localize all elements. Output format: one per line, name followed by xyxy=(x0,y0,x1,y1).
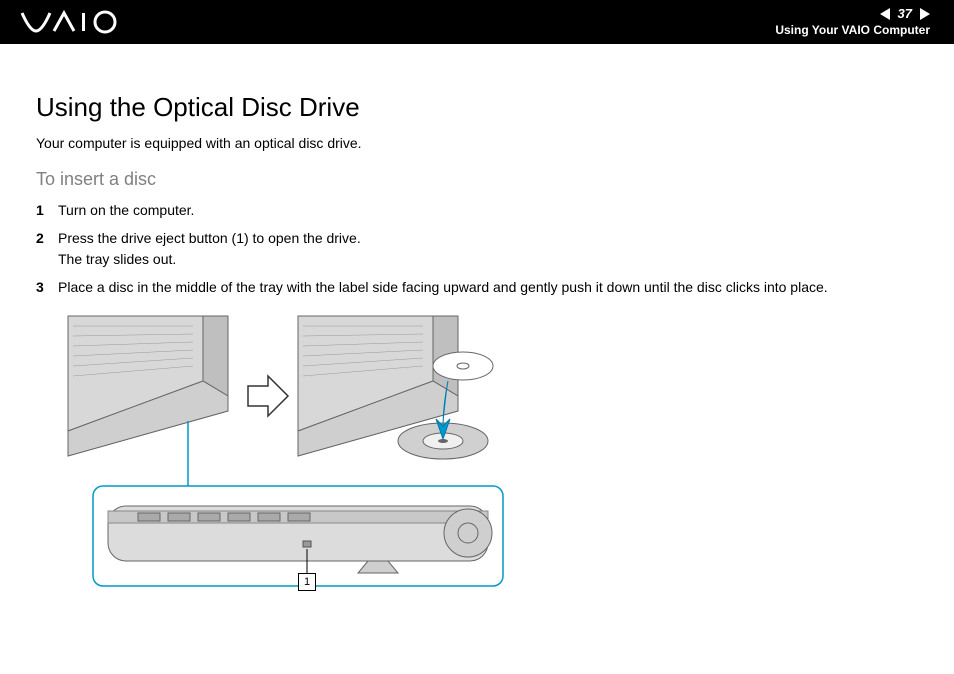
header-right: 37 Using Your VAIO Computer xyxy=(775,6,930,38)
prev-page-icon[interactable] xyxy=(880,8,890,20)
callout-label: 1 xyxy=(298,573,316,591)
step-text: Turn on the computer. xyxy=(58,200,918,220)
laptop-tray-open-illustration xyxy=(298,316,493,459)
page-number: 37 xyxy=(894,6,916,23)
laptop-closed-illustration xyxy=(68,316,228,511)
page-nav: 37 xyxy=(775,6,930,23)
instruction-figure: 1 xyxy=(58,311,518,601)
step-item: 2 Press the drive eject button (1) to op… xyxy=(36,228,918,269)
next-page-icon[interactable] xyxy=(920,8,930,20)
arrow-icon xyxy=(248,376,288,416)
step-text: Place a disc in the middle of the tray w… xyxy=(58,277,918,297)
step-number: 2 xyxy=(36,228,58,269)
step-item: 3 Place a disc in the middle of the tray… xyxy=(36,277,918,297)
step-number: 1 xyxy=(36,200,58,220)
intro-text: Your computer is equipped with an optica… xyxy=(36,135,918,151)
step-text: Press the drive eject button (1) to open… xyxy=(58,228,918,269)
edge-closeup-illustration xyxy=(93,486,503,586)
sub-heading: To insert a disc xyxy=(36,169,918,190)
section-label: Using Your VAIO Computer xyxy=(775,23,930,39)
page-content: Using the Optical Disc Drive Your comput… xyxy=(0,44,954,621)
page-title: Using the Optical Disc Drive xyxy=(36,92,918,123)
step-number: 3 xyxy=(36,277,58,297)
steps-list: 1 Turn on the computer. 2 Press the driv… xyxy=(36,200,918,297)
vaio-logo xyxy=(20,9,130,35)
step-item: 1 Turn on the computer. xyxy=(36,200,918,220)
header-bar: 37 Using Your VAIO Computer xyxy=(0,0,954,44)
